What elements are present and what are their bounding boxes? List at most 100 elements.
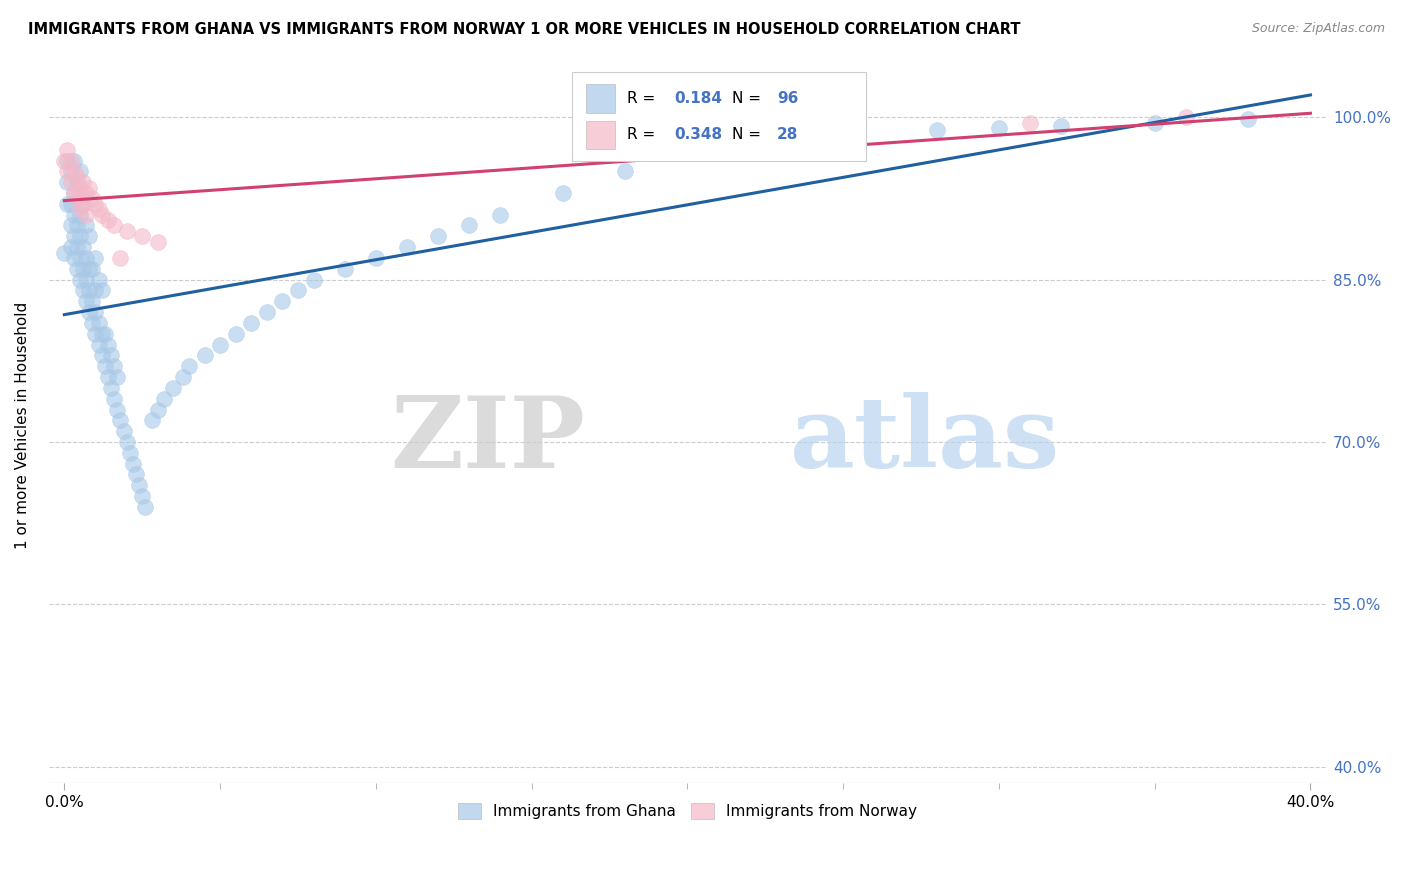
Point <box>75 251 97 265</box>
Point <box>62 229 84 244</box>
Point <box>614 164 637 178</box>
Point <box>77 284 100 298</box>
Text: ZIP: ZIP <box>391 392 585 489</box>
Point <box>66 261 89 276</box>
Point <box>103 392 125 406</box>
Point <box>112 424 135 438</box>
Point <box>100 348 122 362</box>
Point <box>82 316 104 330</box>
Text: IMMIGRANTS FROM GHANA VS IMMIGRANTS FROM NORWAY 1 OR MORE VEHICLES IN HOUSEHOLD : IMMIGRANTS FROM GHANA VS IMMIGRANTS FROM… <box>28 22 1021 37</box>
Point <box>225 326 247 341</box>
Point <box>66 191 89 205</box>
Point <box>59 164 82 178</box>
Point <box>69 202 91 217</box>
Point <box>75 294 97 309</box>
Point <box>131 229 153 244</box>
Point <box>59 240 82 254</box>
Point <box>56 153 79 168</box>
Point <box>395 240 418 254</box>
Text: 0.184: 0.184 <box>675 91 723 106</box>
Point <box>103 359 125 374</box>
Point <box>302 272 325 286</box>
Point <box>134 500 156 514</box>
Point <box>925 123 948 137</box>
Point <box>105 370 128 384</box>
Point <box>75 272 97 286</box>
Point <box>69 164 91 178</box>
Point <box>56 164 79 178</box>
FancyBboxPatch shape <box>586 84 614 112</box>
Point <box>84 251 107 265</box>
Point <box>287 284 309 298</box>
FancyBboxPatch shape <box>586 120 614 149</box>
Point <box>103 219 125 233</box>
Point <box>110 251 132 265</box>
Point <box>1050 119 1073 133</box>
Point <box>118 446 141 460</box>
Point <box>56 175 79 189</box>
Point <box>77 229 100 244</box>
Point <box>59 175 82 189</box>
Point <box>1019 116 1042 130</box>
Point <box>90 326 112 341</box>
Point <box>97 370 120 384</box>
Point <box>94 326 117 341</box>
Point <box>69 208 91 222</box>
Point <box>364 251 387 265</box>
Point <box>72 261 94 276</box>
Text: 28: 28 <box>776 128 799 143</box>
Point <box>551 186 574 200</box>
Point <box>121 457 143 471</box>
Point <box>82 294 104 309</box>
Point <box>62 164 84 178</box>
Point <box>1237 112 1260 127</box>
Point <box>59 197 82 211</box>
Point <box>66 169 89 184</box>
Point <box>77 180 100 194</box>
Text: N =: N = <box>733 128 766 143</box>
Point <box>75 219 97 233</box>
Text: 0.348: 0.348 <box>675 128 723 143</box>
Point <box>87 272 110 286</box>
Point <box>489 208 512 222</box>
Text: R =: R = <box>627 128 661 143</box>
Point <box>69 180 91 194</box>
Point <box>256 305 278 319</box>
Text: 96: 96 <box>776 91 799 106</box>
Point <box>90 208 112 222</box>
Point <box>153 392 176 406</box>
Point <box>69 272 91 286</box>
Point <box>72 240 94 254</box>
Point <box>115 224 138 238</box>
Point <box>209 337 232 351</box>
Point <box>90 348 112 362</box>
Point <box>66 240 89 254</box>
Point <box>146 235 169 249</box>
Point <box>177 359 200 374</box>
Text: N =: N = <box>733 91 766 106</box>
Legend: Immigrants from Ghana, Immigrants from Norway: Immigrants from Ghana, Immigrants from N… <box>451 797 924 825</box>
Point <box>738 132 761 146</box>
Point <box>72 284 94 298</box>
Text: R =: R = <box>627 91 661 106</box>
Point <box>87 316 110 330</box>
Point <box>115 435 138 450</box>
Point <box>125 467 148 482</box>
Point <box>97 213 120 227</box>
Point <box>72 175 94 189</box>
Point <box>90 284 112 298</box>
Point <box>1143 116 1166 130</box>
Point <box>66 175 89 189</box>
Point <box>193 348 215 362</box>
Point <box>53 153 76 168</box>
Point <box>84 197 107 211</box>
Point <box>987 121 1010 136</box>
Point <box>427 229 450 244</box>
FancyBboxPatch shape <box>572 72 866 161</box>
Point <box>75 186 97 200</box>
Point <box>84 284 107 298</box>
Point <box>75 208 97 222</box>
Text: Source: ZipAtlas.com: Source: ZipAtlas.com <box>1251 22 1385 36</box>
Point <box>105 402 128 417</box>
Point <box>82 261 104 276</box>
